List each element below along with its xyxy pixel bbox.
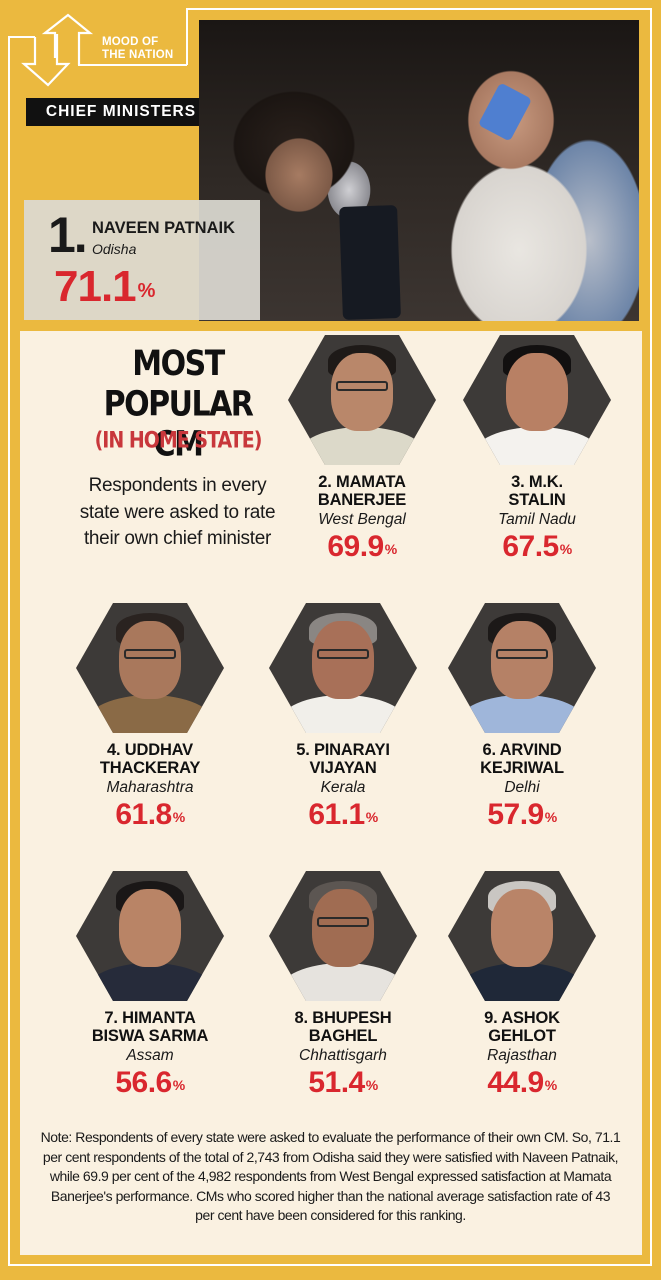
intro-text: Respondents in every state were asked to… [79, 475, 276, 549]
cm-percent: 51.4% [308, 1066, 378, 1099]
cm-percent: 61.1% [308, 798, 378, 831]
cm-name: 5. PINARAYI VIJAYAN [296, 741, 390, 777]
cm-state: West Bengal [318, 511, 406, 528]
portrait-hexagon [448, 603, 596, 733]
cm-state: Kerala [320, 779, 366, 796]
portrait-hexagon [448, 871, 596, 1001]
cm-card-arvind-kejriwal: 6. ARVIND KEJRIWAL Delhi 57.9% [432, 603, 612, 832]
section-label-chief-ministers: CHIEF MINISTERS [26, 98, 216, 126]
phone-shape [477, 82, 533, 142]
rank1-name: NAVEEN PATNAIK [92, 219, 236, 237]
cm-name: 9. ASHOK GEHLOT [484, 1009, 560, 1045]
cm-state: Tamil Nadu [498, 511, 576, 528]
cm-name: 4. UDDHAV THACKERAY [99, 741, 201, 777]
cm-state: Maharashtra [106, 779, 194, 796]
portrait-hexagon [288, 335, 436, 465]
rank1-percent: 71.1% [54, 262, 155, 311]
headline-most-popular-cm: MOST POPULAR CM [103, 344, 254, 465]
cm-name: 3. M.K. STALIN [508, 473, 566, 509]
up-down-arrows-icon [21, 13, 94, 87]
portrait-hexagon [269, 603, 417, 733]
cm-percent: 69.9% [327, 530, 397, 563]
cm-percent: 67.5% [502, 530, 572, 563]
cm-name: 6. ARVIND KEJRIWAL [480, 741, 564, 777]
hero-photo-naveen-patnaik-selfie [199, 20, 639, 321]
cm-state: Rajasthan [487, 1047, 557, 1064]
cm-name: 8. BHUPESH BAGHEL [294, 1009, 392, 1045]
cm-state: Chhattisgarh [299, 1047, 387, 1064]
cm-name: 7. HIMANTA BISWA SARMA [91, 1009, 209, 1045]
cm-card-himanta-biswa-sarma: 7. HIMANTA BISWA SARMA Assam 56.6% [60, 871, 240, 1100]
cm-state: Assam [126, 1047, 174, 1064]
subhead-in-home-state: (IN HOME STATE) [94, 428, 263, 454]
kicker-mood-of-the-nation: MOOD OF THE NATION [102, 36, 174, 61]
cm-card-mk-stalin: 3. M.K. STALIN Tamil Nadu 67.5% [447, 335, 627, 564]
rank1-card: 1. NAVEEN PATNAIK Odisha 71.1% [24, 200, 260, 320]
cm-card-pinarayi-vijayan: 5. PINARAYI VIJAYAN Kerala 61.1% [253, 603, 433, 832]
cm-percent: 44.9% [487, 1066, 557, 1099]
portrait-hexagon [76, 603, 224, 733]
portrait-hexagon [76, 871, 224, 1001]
rank1-state: Odisha [92, 241, 137, 257]
cm-percent: 57.9% [487, 798, 557, 831]
phone-shape [339, 205, 401, 320]
main-panel [20, 331, 642, 1255]
cm-state: Delhi [504, 779, 540, 796]
cm-percent: 61.8% [115, 798, 185, 831]
portrait-hexagon [269, 871, 417, 1001]
cm-card-ashok-gehlot: 9. ASHOK GEHLOT Rajasthan 44.9% [432, 871, 612, 1100]
cm-card-uddhav-thackeray: 4. UDDHAV THACKERAY Maharashtra 61.8% [60, 603, 240, 832]
cm-name: 2. MAMATA BANERJEE [317, 473, 407, 509]
rank1-number: 1. [48, 207, 88, 263]
methodology-note: Note: Respondents of every state were as… [40, 1129, 621, 1223]
cm-percent: 56.6% [115, 1066, 185, 1099]
cm-card-bhupesh-baghel: 8. BHUPESH BAGHEL Chhattisgarh 51.4% [253, 871, 433, 1100]
cm-card-mamata-banerjee: 2. MAMATA BANERJEE West Bengal 69.9% [272, 335, 452, 564]
portrait-hexagon [463, 335, 611, 465]
